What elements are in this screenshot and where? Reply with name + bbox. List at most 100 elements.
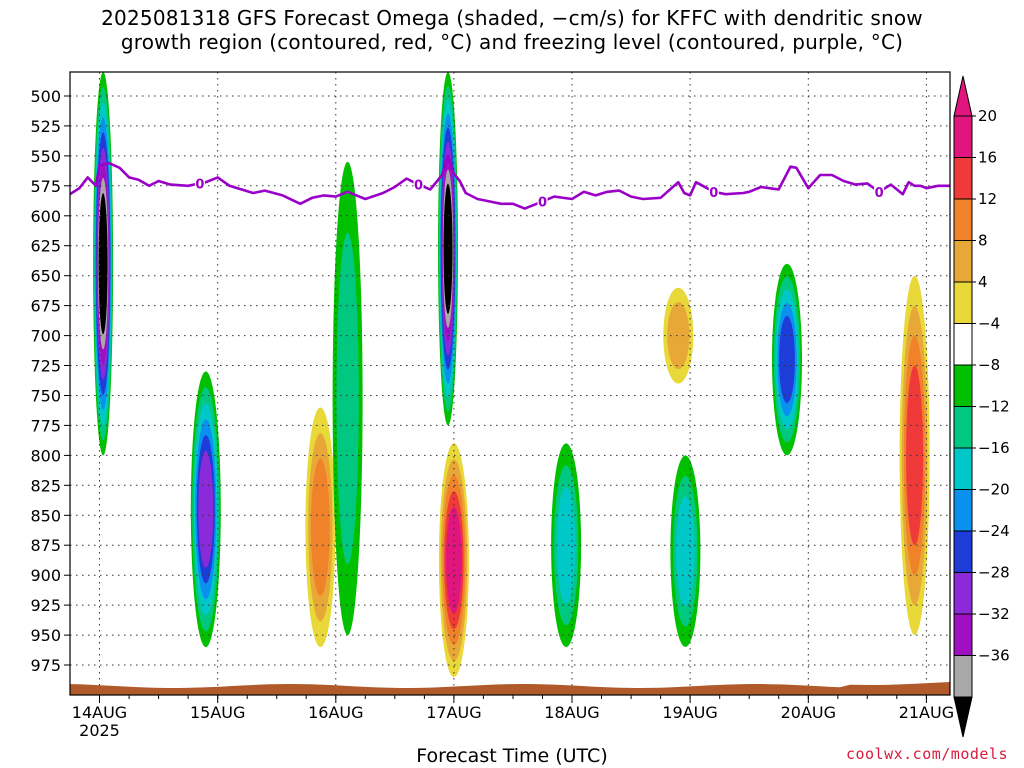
colorbar-swatch — [953, 364, 973, 407]
y-tick-label: 825 — [30, 476, 61, 495]
omega-feature — [332, 161, 363, 636]
colorbar-swatch — [953, 198, 973, 241]
omega-contour-fill — [779, 315, 795, 404]
omega-contour-fill — [336, 232, 359, 565]
omega-feature — [438, 72, 458, 426]
y-tick-label: 625 — [30, 237, 61, 256]
y-tick-label: 925 — [30, 596, 61, 615]
grid-lines — [70, 72, 950, 695]
colorbar-swatch — [953, 115, 973, 158]
colorbar-swatch — [953, 323, 973, 366]
colorbar: 20 16 12 8 4 −4 −8 −12 −16 −20 −24 −28 −32 −36 — [953, 75, 1010, 738]
y-tick-label: 950 — [30, 626, 61, 645]
y-tick-label: 700 — [30, 327, 61, 346]
colorbar-label: 16 — [978, 149, 997, 167]
colorbar-label: −20 — [978, 481, 1010, 499]
omega-contour-fill — [311, 458, 330, 596]
chart-title: 2025081318 GFS Forecast Omega (shaded, −… — [0, 6, 1024, 54]
x-axis: 14AUG 15AUG 16AUG 17AUG 18AUG 19AUG 20AUG 21AUG… — [72, 695, 954, 740]
omega-contour-fill — [446, 507, 462, 614]
y-tick-label: 650 — [30, 267, 61, 286]
colorbar-swatch — [953, 572, 973, 615]
colorbar-swatch — [953, 240, 973, 283]
colorbar-label: −8 — [978, 356, 1000, 374]
credit-link[interactable]: coolwx.com/models — [845, 745, 1008, 763]
colorbar-swatch — [953, 489, 973, 532]
x-tick-label: 18AUG — [544, 703, 599, 722]
colorbar-label: −16 — [978, 439, 1010, 457]
y-tick-label: 550 — [30, 147, 61, 166]
y-axis: 500 525 550 575 600 625 650 675 700 725 750 775 800 8… — [30, 87, 70, 675]
ground-surface — [70, 682, 950, 695]
colorbar-swatch — [953, 406, 973, 449]
colorbar-label: −4 — [978, 315, 1000, 333]
omega-contour-fill — [906, 365, 924, 546]
ground-layer — [70, 682, 950, 695]
y-tick-label: 675 — [30, 297, 61, 316]
colorbar-swatch — [953, 613, 973, 656]
colorbar-bottom-arrow — [953, 696, 973, 738]
omega-feature — [663, 287, 694, 384]
x-tick-label: 19AUG — [662, 703, 717, 722]
x-tick-label: 21AUG — [899, 703, 954, 722]
colorbar-top-arrow — [953, 75, 973, 117]
y-tick-label: 525 — [30, 117, 61, 136]
freezing-label-bg — [874, 184, 885, 199]
x-tick-label: 15AUG — [190, 703, 245, 722]
freezing-level-label: 0 — [195, 177, 204, 192]
colorbar-swatch — [953, 281, 973, 324]
y-tick-label: 800 — [30, 446, 61, 465]
omega-feature — [305, 407, 336, 648]
freezing-label-bg — [413, 177, 424, 192]
omega-contour-fill — [667, 302, 690, 370]
colorbar-swatch — [953, 530, 973, 573]
freezing-level-layer: 0 0 0 0 0 — [70, 154, 950, 210]
omega-feature — [772, 263, 802, 456]
x-tick-label: 20AUG — [781, 703, 836, 722]
omega-feature — [551, 443, 582, 647]
y-tick-label: 750 — [30, 387, 61, 406]
y-tick-label: 900 — [30, 566, 61, 585]
omega-contour-fill — [443, 183, 453, 314]
omega-feature — [438, 443, 469, 677]
freezing-level-label: 0 — [709, 186, 718, 201]
y-tick-label: 975 — [30, 656, 61, 675]
x-tick-label: 14AUG — [72, 703, 127, 722]
chart-title-line-2: growth region (contoured, red, °C) and f… — [120, 30, 904, 54]
omega-contour-fill — [556, 487, 576, 604]
colorbar-label: −28 — [978, 564, 1010, 582]
omega-feature — [670, 455, 701, 647]
colorbar-label: 20 — [978, 107, 997, 125]
freezing-label-bg — [537, 194, 548, 209]
x-tick-label: 17AUG — [426, 703, 481, 722]
colorbar-label: 12 — [978, 190, 997, 208]
colorbar-swatch — [953, 447, 973, 490]
colorbar-label: 4 — [978, 273, 988, 291]
y-tick-label: 875 — [30, 536, 61, 555]
omega-feature — [190, 371, 221, 648]
colorbar-label: −12 — [978, 398, 1010, 416]
freezing-level-label: 0 — [875, 186, 884, 201]
x-tick-label: 16AUG — [308, 703, 363, 722]
y-tick-label: 500 — [30, 87, 61, 106]
colorbar-swatch — [953, 655, 973, 698]
colorbar-label: −24 — [978, 522, 1010, 540]
x-year-label: 2025 — [79, 721, 120, 740]
plot-frame — [69, 71, 951, 696]
omega-feature — [93, 72, 114, 456]
y-tick-label: 575 — [30, 177, 61, 196]
chart-title-line-1: 2025081318 GFS Forecast Omega (shaded, −… — [101, 6, 923, 30]
x-axis-title: Forecast Time (UTC) — [416, 745, 608, 767]
y-tick-label: 775 — [30, 416, 61, 435]
omega-contour-fill — [198, 451, 214, 568]
freezing-label-bg — [194, 176, 205, 191]
colorbar-label: −36 — [978, 647, 1010, 665]
freezing-level-label: 0 — [538, 195, 547, 210]
omega-contour-fill — [676, 496, 695, 606]
omega-contour-fill — [98, 193, 108, 335]
y-tick-label: 725 — [30, 357, 61, 376]
colorbar-label: 8 — [978, 232, 988, 250]
y-tick-label: 600 — [30, 207, 61, 226]
colorbar-label: −32 — [978, 605, 1010, 623]
